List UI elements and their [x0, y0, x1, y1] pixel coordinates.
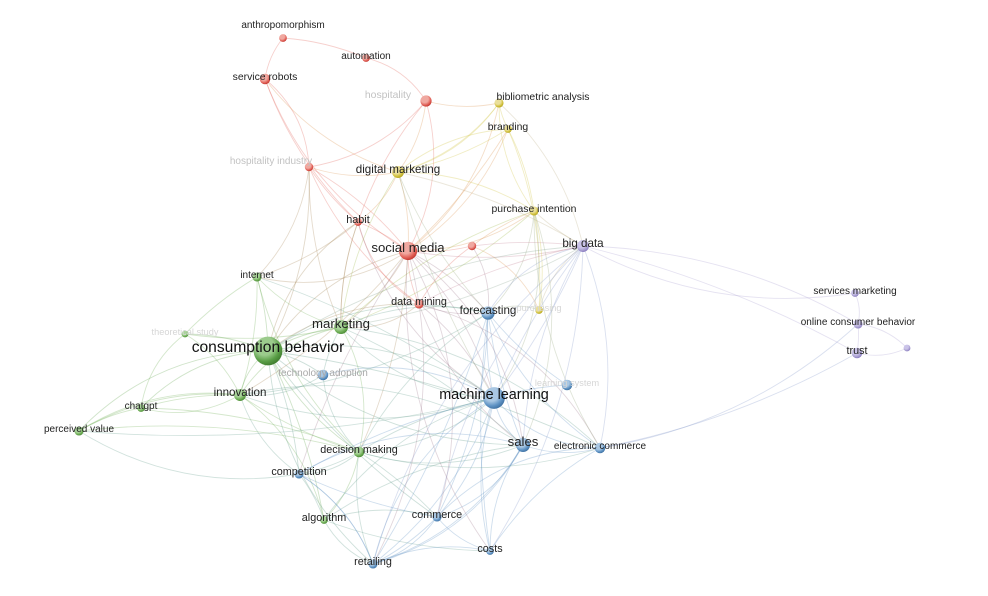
- svg-text:data mining: data mining: [391, 296, 447, 308]
- svg-text:automation: automation: [341, 51, 390, 62]
- svg-text:anthropomorphism: anthropomorphism: [241, 20, 324, 31]
- svg-text:theoretical study: theoretical study: [152, 327, 219, 337]
- svg-text:algorithm: algorithm: [302, 512, 346, 524]
- svg-text:online consumer behavior: online consumer behavior: [801, 317, 916, 328]
- svg-text:internet: internet: [240, 270, 274, 281]
- svg-text:competition: competition: [271, 466, 326, 478]
- svg-text:decision making: decision making: [320, 444, 397, 456]
- svg-text:trust: trust: [847, 345, 868, 357]
- svg-text:consumption behavior: consumption behavior: [192, 339, 345, 356]
- svg-text:purchasing: purchasing: [517, 303, 562, 313]
- svg-text:technology adoption: technology adoption: [278, 368, 368, 379]
- svg-text:services marketing: services marketing: [813, 286, 896, 297]
- svg-text:big data: big data: [562, 237, 604, 250]
- svg-text:hospitality: hospitality: [365, 90, 412, 101]
- svg-text:retailing: retailing: [354, 556, 392, 568]
- svg-text:sales: sales: [508, 434, 539, 449]
- svg-text:digital marketing: digital marketing: [356, 163, 440, 176]
- svg-text:forecasting: forecasting: [460, 304, 517, 317]
- svg-text:service robots: service robots: [233, 72, 298, 83]
- svg-text:purchase intention: purchase intention: [492, 204, 577, 215]
- svg-text:branding: branding: [488, 122, 529, 133]
- svg-text:electronic commerce: electronic commerce: [554, 441, 647, 452]
- svg-text:innovation: innovation: [214, 386, 267, 399]
- svg-text:hospitality industry: hospitality industry: [230, 156, 312, 167]
- svg-text:bibliometric analysis: bibliometric analysis: [497, 92, 590, 103]
- svg-text:machine learning: machine learning: [439, 387, 549, 403]
- svg-text:marketing: marketing: [312, 316, 370, 331]
- svg-text:costs: costs: [477, 543, 503, 555]
- svg-text:habit: habit: [346, 214, 369, 226]
- svg-text:chatgpt: chatgpt: [125, 401, 158, 412]
- svg-text:commerce: commerce: [412, 509, 462, 521]
- svg-text:social media: social media: [371, 240, 445, 255]
- svg-text:perceived value: perceived value: [44, 424, 114, 435]
